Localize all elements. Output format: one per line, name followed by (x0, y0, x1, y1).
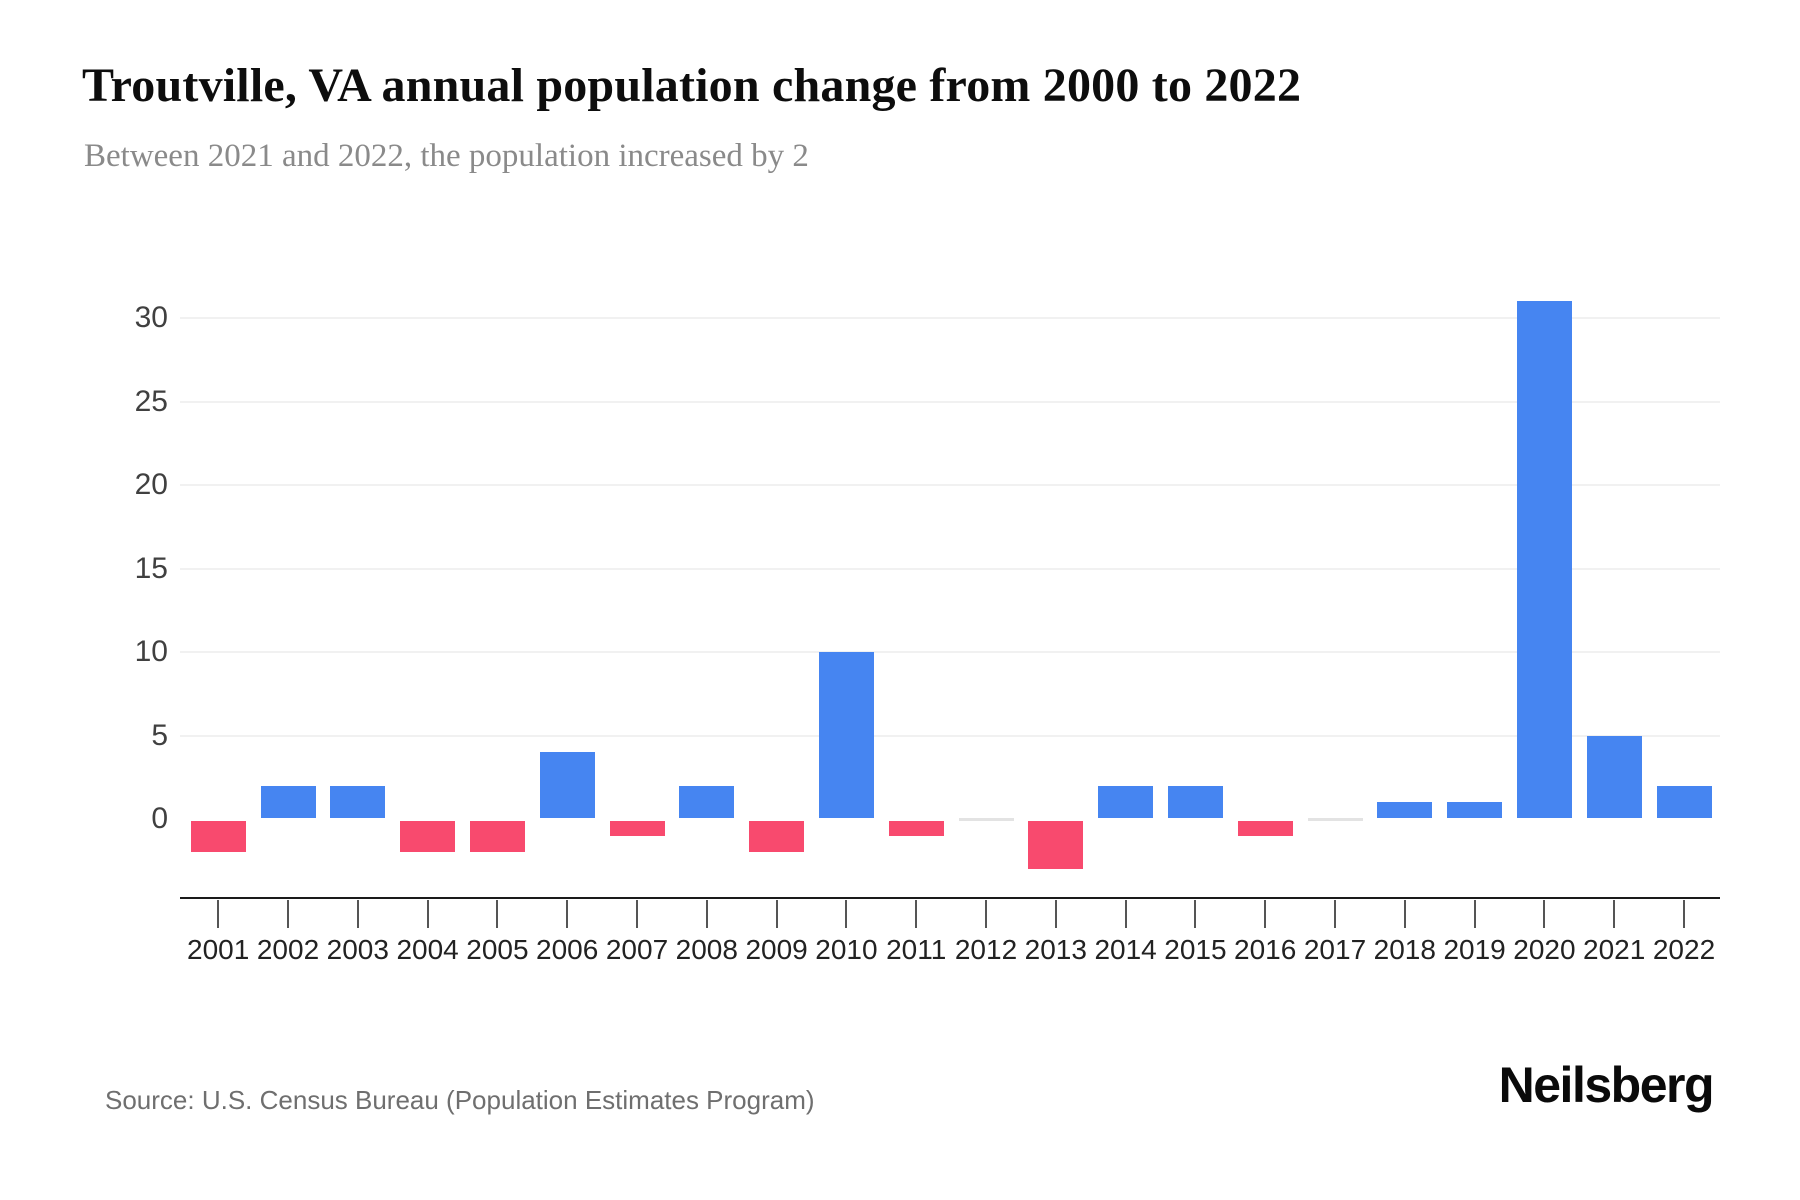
bar-2009[interactable] (749, 821, 805, 853)
bar-2014[interactable] (1098, 785, 1154, 818)
bar-2018[interactable] (1377, 802, 1433, 818)
x-axis-tick-2016 (1264, 900, 1267, 928)
gridline-30 (180, 317, 1720, 319)
x-axis-tick-2017 (1334, 900, 1336, 928)
x-axis-tick-2006 (566, 900, 569, 928)
x-axis-label-2007: 2007 (605, 934, 669, 965)
bar-2019[interactable] (1447, 802, 1503, 818)
bar-2015[interactable] (1167, 785, 1223, 818)
x-axis-label-2018: 2018 (1373, 934, 1436, 965)
x-axis-label-2013: 2013 (1024, 934, 1087, 965)
bar-2013[interactable] (1028, 821, 1084, 870)
x-axis-label-2004: 2004 (396, 934, 459, 965)
bar-2017[interactable] (1307, 818, 1363, 821)
bar-2001[interactable] (190, 821, 246, 853)
x-axis-tick-2021 (1613, 900, 1616, 928)
bar-2003[interactable] (330, 785, 386, 818)
x-axis-tick-2008 (705, 900, 708, 928)
x-axis-tick-2010 (845, 900, 848, 928)
chart-subtitle: Between 2021 and 2022, the population in… (84, 138, 809, 174)
x-axis-tick-2020 (1543, 900, 1546, 928)
bar-2006[interactable] (539, 752, 595, 818)
bar-2022[interactable] (1656, 785, 1712, 818)
x-axis-tick-2003 (356, 900, 359, 928)
y-axis-label-30: 30 (134, 301, 168, 334)
x-axis-label-2020: 2020 (1513, 934, 1576, 965)
y-axis-label-15: 15 (134, 551, 168, 585)
x-axis-tick-2002 (287, 900, 289, 928)
x-axis-label-2001: 2001 (187, 934, 250, 965)
x-axis-label-2009: 2009 (745, 934, 808, 965)
x-axis-label-2005: 2005 (466, 934, 529, 965)
gridline-25 (180, 400, 1720, 403)
bar-2008[interactable] (679, 785, 735, 818)
x-axis-tick-2007 (636, 900, 638, 928)
x-axis-tick-2014 (1124, 900, 1127, 928)
x-axis-tick-2005 (496, 900, 499, 928)
x-axis-tick-2011 (915, 900, 918, 928)
y-axis-label-20: 20 (134, 468, 168, 501)
x-axis-tick-2019 (1473, 900, 1476, 928)
gridline-5 (180, 734, 1720, 737)
x-axis-tick-2015 (1194, 900, 1197, 928)
x-axis-label-2017: 2017 (1303, 934, 1367, 965)
x-axis-label-2011: 2011 (886, 934, 947, 965)
x-axis-line (180, 897, 1720, 899)
bar-2005[interactable] (469, 821, 525, 853)
x-axis-label-2019: 2019 (1443, 934, 1506, 965)
x-axis-label-2015: 2015 (1164, 934, 1227, 965)
bar-2012[interactable] (958, 818, 1014, 821)
bar-2021[interactable] (1586, 735, 1642, 818)
chart-plot-area: 0 5 10 15 20 25 30 2001 2002 2003 2004 2005 2006 2007… (134, 301, 1720, 965)
x-axis-label-2002: 2002 (256, 934, 320, 965)
gridline-10 (180, 651, 1720, 653)
x-axis-label-2008: 2008 (675, 934, 738, 965)
bar-2004[interactable] (400, 821, 456, 853)
source-attribution: Source: U.S. Census Bureau (Population E… (105, 1085, 815, 1115)
x-axis-label-2003: 2003 (326, 934, 389, 965)
x-axis-label-2006: 2006 (536, 934, 599, 965)
bar-2002[interactable] (260, 785, 316, 818)
x-axis-tick-2018 (1403, 900, 1406, 928)
y-axis-label-5: 5 (151, 718, 168, 752)
y-axis-label-0: 0 (151, 802, 168, 835)
bar-2007[interactable] (609, 821, 665, 836)
bar-2020[interactable] (1516, 301, 1572, 818)
x-axis-label-2016: 2016 (1234, 934, 1297, 965)
y-axis-label-25: 25 (134, 384, 168, 418)
bar-2011[interactable] (888, 821, 944, 836)
bar-2010[interactable] (818, 652, 874, 818)
x-axis-label-2010: 2010 (815, 934, 878, 965)
x-axis-tick-2022 (1683, 900, 1685, 928)
y-axis-label-10: 10 (134, 635, 168, 668)
x-axis-tick-2001 (217, 900, 220, 928)
x-axis-label-2021: 2021 (1583, 934, 1646, 965)
x-axis-tick-2013 (1054, 900, 1057, 928)
x-axis-tick-2004 (426, 900, 429, 928)
neilsberg-logo: Neilsberg (1498, 1057, 1715, 1113)
chart-title: Troutville, VA annual population change … (82, 59, 1302, 112)
x-axis-tick-2009 (775, 900, 778, 928)
bar-2016[interactable] (1237, 821, 1293, 836)
x-axis-label-2022: 2022 (1652, 934, 1716, 965)
x-axis-label-2014: 2014 (1094, 934, 1157, 965)
gridline-15 (180, 567, 1720, 570)
gridline-20 (180, 484, 1720, 486)
x-axis-label-2012: 2012 (954, 934, 1018, 965)
x-axis-tick-2012 (985, 900, 987, 928)
